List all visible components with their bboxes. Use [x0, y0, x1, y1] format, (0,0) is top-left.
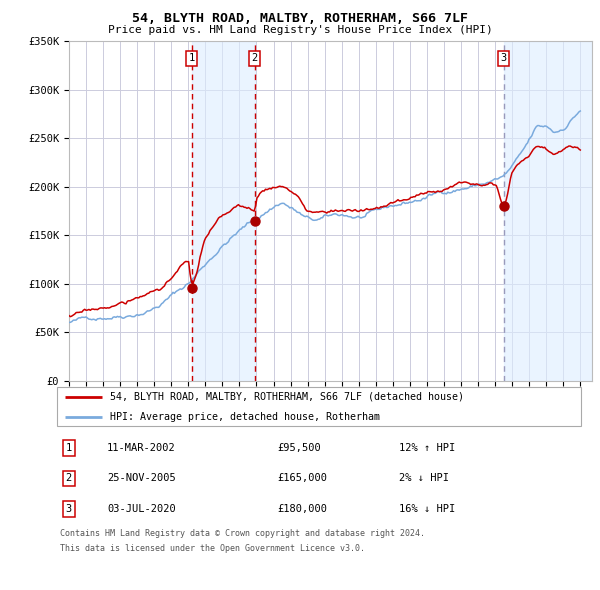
- Text: 2% ↓ HPI: 2% ↓ HPI: [399, 474, 449, 483]
- Text: 2: 2: [66, 474, 72, 483]
- Text: £180,000: £180,000: [277, 504, 327, 514]
- Text: 03-JUL-2020: 03-JUL-2020: [107, 504, 176, 514]
- Bar: [503, 41, 592, 381]
- FancyBboxPatch shape: [56, 388, 581, 425]
- Text: 1: 1: [66, 443, 72, 453]
- Text: 16% ↓ HPI: 16% ↓ HPI: [399, 504, 455, 514]
- Text: 3: 3: [500, 53, 507, 63]
- Text: 25-NOV-2005: 25-NOV-2005: [107, 474, 176, 483]
- Text: This data is licensed under the Open Government Licence v3.0.: This data is licensed under the Open Gov…: [60, 544, 365, 553]
- Text: 12% ↑ HPI: 12% ↑ HPI: [399, 443, 455, 453]
- Bar: [191, 41, 255, 381]
- Text: £95,500: £95,500: [277, 443, 321, 453]
- Text: 11-MAR-2002: 11-MAR-2002: [107, 443, 176, 453]
- Text: 54, BLYTH ROAD, MALTBY, ROTHERHAM, S66 7LF: 54, BLYTH ROAD, MALTBY, ROTHERHAM, S66 7…: [132, 12, 468, 25]
- Text: 54, BLYTH ROAD, MALTBY, ROTHERHAM, S66 7LF (detached house): 54, BLYTH ROAD, MALTBY, ROTHERHAM, S66 7…: [110, 392, 464, 402]
- Text: 1: 1: [188, 53, 194, 63]
- Text: 3: 3: [66, 504, 72, 514]
- Text: Contains HM Land Registry data © Crown copyright and database right 2024.: Contains HM Land Registry data © Crown c…: [60, 529, 425, 538]
- Text: £165,000: £165,000: [277, 474, 327, 483]
- Text: 2: 2: [251, 53, 258, 63]
- Text: Price paid vs. HM Land Registry's House Price Index (HPI): Price paid vs. HM Land Registry's House …: [107, 25, 493, 35]
- Text: HPI: Average price, detached house, Rotherham: HPI: Average price, detached house, Roth…: [110, 412, 380, 422]
